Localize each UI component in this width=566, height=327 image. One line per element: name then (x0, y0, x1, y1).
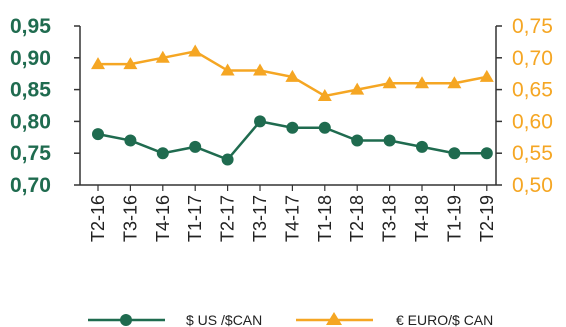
left-tick-label: 0,70 (10, 174, 51, 197)
data-point-usd (383, 134, 396, 147)
legend-marker-usd (120, 314, 132, 326)
legend: $ US /$CAN € EURO/$ CAN (88, 312, 493, 327)
legend-label-usd: $ US /$CAN (186, 312, 262, 327)
x-tick-label: T3-18 (380, 195, 400, 242)
data-point-euro (382, 76, 397, 89)
x-tick-label: T1-18 (315, 195, 335, 242)
legend-label-euro: € EURO/$ CAN (396, 312, 493, 327)
right-tick-label: 0,50 (512, 174, 553, 197)
x-tick-label: T4-17 (282, 195, 302, 242)
data-point-usd (448, 147, 461, 160)
left-axis-ticks: 0,70 0,75 0,80 0,85 0,90 0,95 (10, 15, 80, 197)
data-point-euro (123, 57, 138, 70)
data-point-usd (156, 147, 169, 160)
left-tick-label: 0,90 (10, 47, 51, 70)
x-tick-label: T1-17 (185, 195, 205, 242)
data-point-usd (286, 121, 299, 134)
x-axis-ticks: T2-16 T3-16 T4-16 T1-17 T2-17 T3-17 T4-17 T1-18… (88, 185, 497, 242)
x-tick-label: T2-19 (477, 195, 497, 242)
data-point-euro (253, 63, 267, 76)
data-point-usd (124, 134, 137, 147)
legend-item-euro: € EURO/$ CAN (296, 312, 493, 327)
data-point-usd (92, 128, 104, 141)
right-tick-label: 0,70 (512, 47, 553, 70)
x-tick-label: T3-17 (250, 195, 270, 242)
left-tick-label: 0,75 (10, 142, 51, 165)
legend-item-usd: $ US /$CAN (88, 312, 262, 327)
left-tick-label: 0,85 (10, 79, 51, 102)
data-point-usd (189, 140, 202, 153)
data-point-usd (351, 134, 364, 147)
x-tick-label: T1-19 (444, 195, 464, 242)
x-tick-label: T2-16 (88, 195, 108, 242)
right-tick-label: 0,65 (512, 79, 553, 102)
data-point-euro (317, 88, 332, 101)
x-tick-label: T4-18 (412, 195, 432, 242)
data-point-usd (221, 153, 234, 166)
right-tick-label: 0,55 (512, 142, 553, 165)
data-point-euro (415, 76, 429, 89)
data-point-usd (318, 121, 331, 134)
left-tick-label: 0,95 (10, 15, 51, 38)
left-tick-label: 0,80 (10, 110, 51, 133)
axes (79, 26, 497, 186)
data-point-euro (350, 82, 365, 95)
right-axis-ticks: 0,50 0,55 0,60 0,65 0,70 0,75 (496, 15, 553, 197)
data-point-euro (479, 69, 494, 82)
legend-marker-euro (326, 312, 342, 325)
data-point-usd (416, 140, 428, 153)
data-point-usd (254, 115, 266, 128)
data-point-euro (188, 44, 203, 57)
data-point-euro (91, 57, 105, 70)
data-point-euro (155, 50, 170, 63)
x-tick-label: T2-17 (218, 195, 238, 242)
right-tick-label: 0,60 (512, 110, 553, 133)
data-point-euro (447, 76, 462, 89)
series-layer (91, 44, 494, 166)
x-tick-label: T3-16 (120, 195, 140, 242)
data-point-euro (220, 63, 235, 76)
right-tick-label: 0,75 (512, 15, 553, 38)
data-point-euro (285, 69, 300, 82)
x-tick-label: T2-18 (347, 195, 367, 242)
x-tick-label: T4-16 (153, 195, 173, 242)
data-point-usd (480, 147, 493, 160)
